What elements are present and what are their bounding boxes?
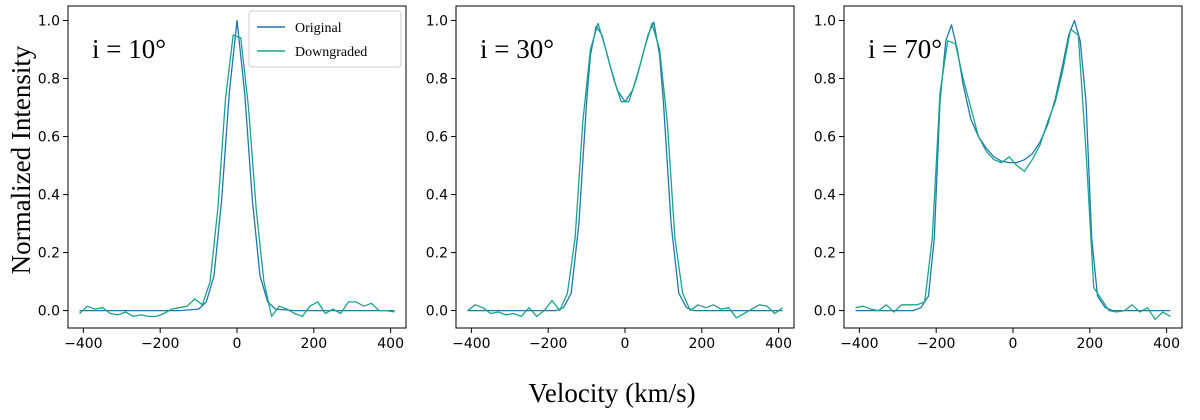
y-tick-label: 0.8 bbox=[426, 72, 448, 88]
x-tick-label: 200 bbox=[300, 336, 327, 352]
x-tick-label: 200 bbox=[1076, 336, 1103, 352]
series-line-downgraded bbox=[79, 34, 395, 318]
y-tick-label: 0.2 bbox=[814, 246, 836, 262]
panel-label: i = 10° bbox=[92, 34, 166, 64]
y-tick-label: 0.6 bbox=[38, 130, 60, 146]
x-tick-label: −400 bbox=[840, 336, 878, 352]
y-tick-label: 1.0 bbox=[38, 14, 60, 30]
x-tick-label: −200 bbox=[529, 336, 567, 352]
series-line-original bbox=[855, 19, 1171, 312]
x-tick-label: 0 bbox=[233, 336, 242, 352]
y-tick-label: 0.4 bbox=[814, 188, 836, 204]
panel-2: −400 −200 0 200 400 0.0 0.2 0.4 0.6 0.8 1.0 i = 30° bbox=[426, 5, 795, 352]
y-tick-label: 1.0 bbox=[426, 14, 448, 30]
y-tick-label: 0.4 bbox=[38, 188, 60, 204]
x-tick-label: −200 bbox=[917, 336, 955, 352]
x-tick-label: 400 bbox=[377, 336, 404, 352]
x-tick-label: 400 bbox=[765, 336, 792, 352]
y-axis-title: Normalized Intensity bbox=[6, 45, 36, 274]
panel-3: −400 −200 0 200 400 0.0 0.2 0.4 0.6 0.8 1.0 i = 70° bbox=[814, 5, 1183, 352]
panel-1: −400 −200 0 200 400 0.0 0.2 0.4 0.6 0.8 1.0 i = 10°… bbox=[38, 5, 407, 352]
legend-entry: Downgraded bbox=[295, 45, 367, 60]
legend-box bbox=[248, 10, 402, 68]
y-tick-label: 0.0 bbox=[814, 304, 836, 320]
panels: −400 −200 0 200 400 0.0 0.2 0.4 0.6 0.8 1.0 i = 10°… bbox=[38, 5, 1183, 352]
x-tick-label: 0 bbox=[1009, 336, 1018, 352]
x-tick-label: −400 bbox=[452, 336, 490, 352]
panel-label: i = 30° bbox=[480, 34, 554, 64]
legend-entry: Original bbox=[295, 21, 342, 36]
y-tick-label: 0.6 bbox=[426, 130, 448, 146]
y-tick-label: 1.0 bbox=[814, 14, 836, 30]
x-tick-label: −400 bbox=[64, 336, 102, 352]
x-tick-label: 200 bbox=[688, 336, 715, 352]
y-tick-label: 0.6 bbox=[814, 130, 836, 146]
y-tick-label: 0.2 bbox=[426, 246, 448, 262]
y-tick-label: 0.4 bbox=[426, 188, 448, 204]
y-tick-label: 0.2 bbox=[38, 246, 60, 262]
y-tick-label: 0.0 bbox=[38, 304, 60, 320]
series-line-original bbox=[467, 21, 783, 312]
x-tick-label: 0 bbox=[621, 336, 630, 352]
y-tick-label: 0.8 bbox=[814, 72, 836, 88]
y-tick-label: 0.8 bbox=[38, 72, 60, 88]
x-tick-label: 400 bbox=[1153, 336, 1180, 352]
series-line-original bbox=[79, 19, 395, 312]
series-line-downgraded bbox=[855, 28, 1171, 320]
series-line-downgraded bbox=[467, 22, 783, 319]
x-axis-title: Velocity (km/s) bbox=[528, 378, 695, 408]
y-tick-label: 0.0 bbox=[426, 304, 448, 320]
legend: Original Downgraded bbox=[248, 10, 402, 68]
x-tick-label: −200 bbox=[141, 336, 179, 352]
panel-label: i = 70° bbox=[868, 34, 942, 64]
